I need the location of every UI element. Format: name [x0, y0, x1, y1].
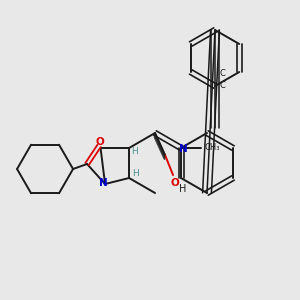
Text: H: H [132, 169, 138, 178]
Text: C: C [220, 68, 226, 77]
Text: H: H [179, 184, 187, 194]
Text: O: O [171, 178, 179, 188]
Text: H: H [131, 148, 137, 157]
Text: C: C [220, 80, 226, 89]
Text: CH₃: CH₃ [204, 143, 220, 152]
Text: O: O [96, 137, 104, 147]
Text: N: N [178, 144, 188, 154]
Text: N: N [99, 178, 107, 188]
